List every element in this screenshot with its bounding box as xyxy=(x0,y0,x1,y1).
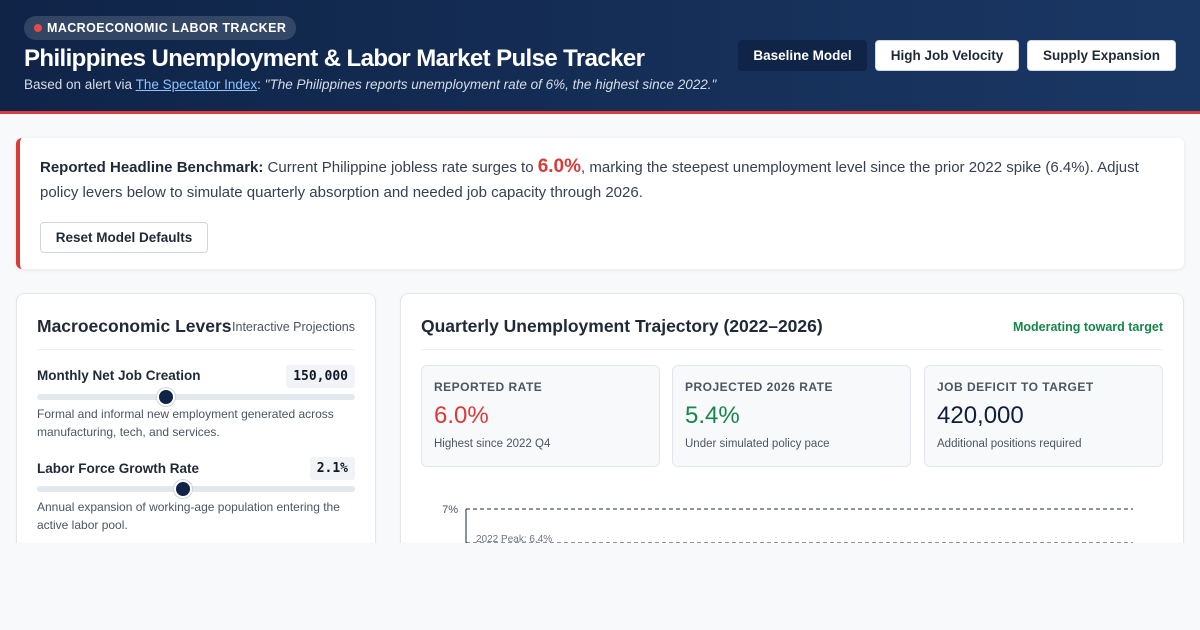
kpi-label: PROJECTED 2026 RATE xyxy=(685,380,833,394)
labor-growth-slider-thumb[interactable] xyxy=(173,480,192,498)
scenario-high-job-velocity-button[interactable]: High Job Velocity xyxy=(875,40,1019,71)
reset-defaults-button[interactable]: Reset Model Defaults xyxy=(40,222,208,253)
labor-growth-label: Labor Force Growth Rate xyxy=(37,461,200,476)
y-tick-label: 7% xyxy=(442,504,458,516)
source-link[interactable]: The Spectator Index xyxy=(135,77,258,92)
job-creation-label: Monthly Net Job Creation xyxy=(37,368,201,383)
levers-tag: Interactive Projections xyxy=(232,320,355,334)
reference-line-label: 2022 Peak: 6.4% xyxy=(476,534,552,545)
labor-growth-slider[interactable] xyxy=(37,480,355,498)
alert-text-after: , marking the steepest unemployment leve… xyxy=(40,159,1139,201)
labor-growth-value: 2.1% xyxy=(309,457,355,480)
kpi-note: Highest since 2022 Q4 xyxy=(434,438,551,450)
page-title: Philippines Unemployment & Labor Market … xyxy=(24,45,645,72)
labor-growth-desc: Annual expansion of working-age populati… xyxy=(37,500,340,532)
kpi-label: JOB DEFICIT TO TARGET xyxy=(937,380,1094,394)
page-subtitle: Based on alert via The Spectator Index: … xyxy=(24,77,716,92)
alert-highlight-rate: 6.0% xyxy=(537,156,582,177)
status-dot-icon xyxy=(34,24,42,32)
kpi-note: Under simulated policy pace xyxy=(685,438,830,450)
job-creation-desc: Formal and informal new employment gener… xyxy=(37,407,334,439)
trajectory-title: Quarterly Unemployment Trajectory (2022–… xyxy=(421,316,823,336)
alert-lead: Reported Headline Benchmark: xyxy=(40,159,264,176)
scenario-supply-expansion-button[interactable]: Supply Expansion xyxy=(1027,40,1176,71)
subtitle-prefix: Based on alert via xyxy=(24,77,136,92)
kpi-label: REPORTED RATE xyxy=(434,380,543,394)
badge-label: MACROECONOMIC LABOR TRACKER xyxy=(47,21,287,35)
kpi-value: 420,000 xyxy=(937,402,1024,429)
scenario-baseline-button[interactable]: Baseline Model xyxy=(738,40,867,71)
subtitle-colon: : xyxy=(257,77,265,92)
kpi-projected-rate: PROJECTED 2026 RATE 5.4% Under simulated… xyxy=(672,365,911,467)
trajectory-divider xyxy=(421,349,1163,350)
alert-text: Reported Headline Benchmark: Current Phi… xyxy=(40,154,1165,205)
job-creation-value: 150,000 xyxy=(286,365,355,388)
levers-divider xyxy=(37,349,355,350)
levers-card: Macroeconomic Levers Interactive Project… xyxy=(16,293,376,553)
job-creation-slider[interactable] xyxy=(37,388,355,406)
levers-title: Macroeconomic Levers xyxy=(37,316,232,336)
viewport-bottom-area xyxy=(0,543,1200,630)
kpi-value: 5.4% xyxy=(685,402,740,429)
trajectory-card: Quarterly Unemployment Trajectory (2022–… xyxy=(400,293,1184,554)
kpi-note: Additional positions required xyxy=(937,438,1082,450)
kpi-reported-rate: REPORTED RATE 6.0% Highest since 2022 Q4 xyxy=(421,365,660,467)
alert-text-before: Current Philippine jobless rate surges t… xyxy=(263,159,538,176)
kpi-value: 6.0% xyxy=(434,402,489,429)
trajectory-status: Moderating toward target xyxy=(1012,320,1163,334)
kpi-job-deficit: JOB DEFICIT TO TARGET 420,000 Additional… xyxy=(924,365,1163,467)
source-quote: "The Philippines reports unemployment ra… xyxy=(264,77,717,92)
page-header: MACROECONOMIC LABOR TRACKER Philippines … xyxy=(0,0,1200,114)
tracker-badge: MACROECONOMIC LABOR TRACKER xyxy=(24,16,297,40)
benchmark-alert: Reported Headline Benchmark: Current Phi… xyxy=(16,138,1184,269)
job-creation-slider-thumb[interactable] xyxy=(157,388,176,406)
